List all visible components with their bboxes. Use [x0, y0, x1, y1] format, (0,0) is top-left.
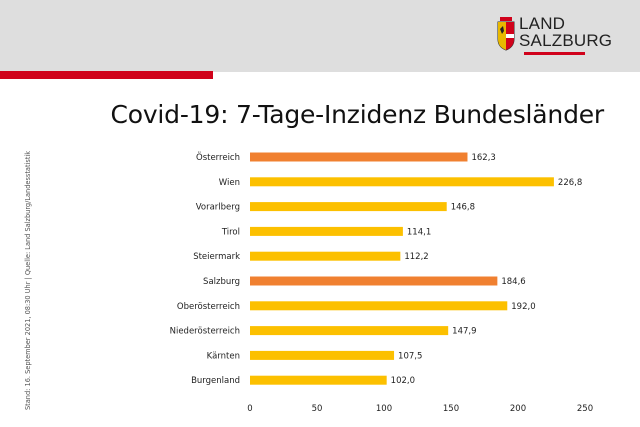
data-label: 114,1: [407, 227, 431, 237]
x-tick-label: 100: [376, 404, 392, 414]
logo-text: LAND SALZBURG: [519, 15, 612, 49]
bar: [250, 326, 449, 336]
bar: [250, 251, 401, 261]
logo-line-1: LAND: [519, 14, 566, 33]
x-tick-label: 200: [510, 404, 526, 414]
header-accent-bar: [0, 71, 213, 79]
data-label: 192,0: [511, 302, 535, 312]
category-label: Burgenland: [191, 376, 240, 386]
data-label: 184,6: [501, 277, 525, 287]
bar: [250, 276, 498, 286]
x-tick-label: 50: [312, 404, 323, 414]
category-label: Österreich: [196, 152, 240, 163]
data-label: 102,0: [391, 376, 415, 386]
data-label: 162,3: [471, 153, 495, 163]
coat-of-arms-icon: [497, 17, 515, 51]
category-label: Kärnten: [207, 351, 240, 361]
data-label: 147,9: [452, 327, 476, 337]
land-salzburg-logo: LAND SALZBURG: [497, 15, 617, 57]
category-label: Wien: [219, 178, 240, 188]
x-tick-label: 0: [247, 404, 252, 414]
logo-underline: [524, 52, 585, 55]
bar: [250, 226, 403, 236]
data-label: 146,8: [451, 203, 475, 213]
category-label: Vorarlberg: [196, 203, 240, 213]
data-label: 107,5: [398, 351, 422, 361]
category-label: Steiermark: [193, 252, 240, 262]
x-tick-label: 250: [577, 404, 593, 414]
bar: [250, 350, 395, 360]
category-label: Salzburg: [203, 277, 240, 287]
data-label: 226,8: [558, 178, 582, 188]
header-band: [0, 0, 640, 72]
data-label: 112,2: [404, 252, 428, 262]
bar: [250, 202, 447, 212]
page-title: Covid-19: 7-Tage-Inzidenz Bundesländer: [110, 100, 604, 129]
logo-line-2: SALZBURG: [519, 31, 613, 50]
category-label: Oberösterreich: [177, 302, 240, 312]
category-label: Niederösterreich: [170, 327, 240, 337]
bar: [250, 152, 468, 162]
category-label: Tirol: [221, 227, 240, 237]
bar: [250, 301, 508, 311]
bar: [250, 177, 554, 187]
x-tick-label: 150: [443, 404, 459, 414]
bar: [250, 375, 387, 385]
